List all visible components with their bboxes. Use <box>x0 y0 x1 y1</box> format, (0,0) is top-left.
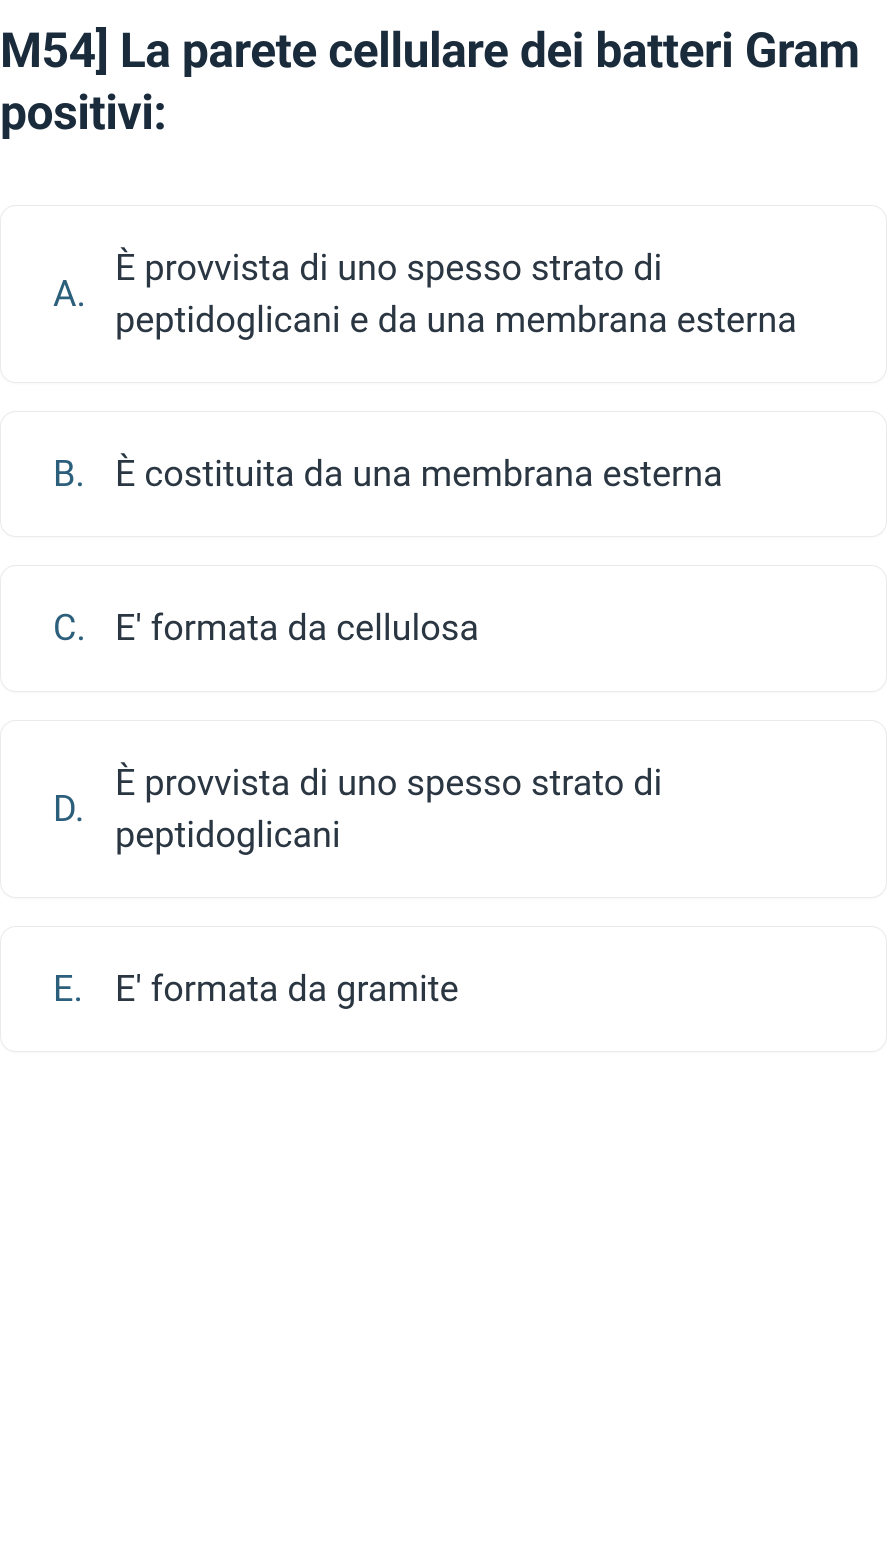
answer-text: E' formata da gramite <box>115 963 459 1015</box>
answer-text: E' formata da cellulosa <box>115 602 479 654</box>
answer-text: È costituita da una membrana esterna <box>115 448 723 500</box>
answer-option-d[interactable]: D. È provvista di uno spesso strato di p… <box>0 720 887 898</box>
answer-text: È provvista di uno spesso strato di pept… <box>115 757 846 861</box>
answer-letter: B. <box>53 453 97 495</box>
answer-option-c[interactable]: C. E' formata da cellulosa <box>0 565 887 691</box>
answer-text: È provvista di uno spesso strato di pept… <box>115 242 846 346</box>
question-title: M54] La parete cellulare dei batteri Gra… <box>0 0 887 185</box>
answer-option-b[interactable]: B. È costituita da una membrana esterna <box>0 411 887 537</box>
answers-container: A. È provvista di uno spesso strato di p… <box>0 185 887 1052</box>
answer-letter: D. <box>53 788 97 830</box>
answer-letter: A. <box>53 273 97 315</box>
answer-letter: C. <box>53 607 97 649</box>
answer-letter: E. <box>53 968 97 1010</box>
answer-option-a[interactable]: A. È provvista di uno spesso strato di p… <box>0 205 887 383</box>
answer-option-e[interactable]: E. E' formata da gramite <box>0 926 887 1052</box>
